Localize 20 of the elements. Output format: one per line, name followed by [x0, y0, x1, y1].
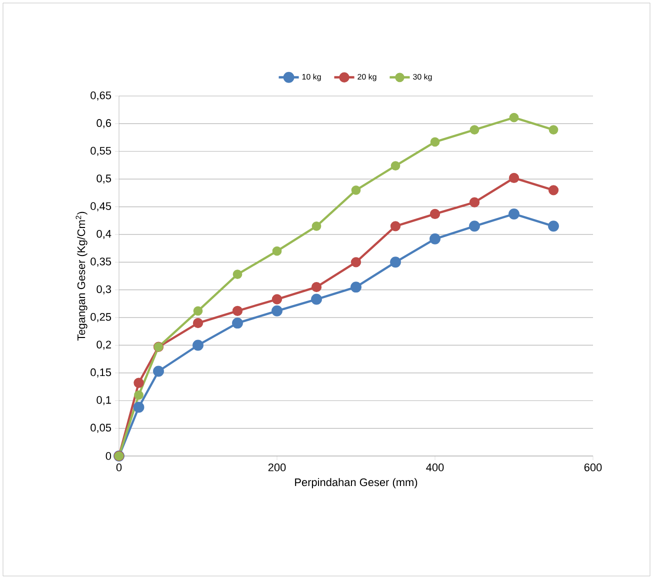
y-tick-label: 0,1	[96, 396, 111, 406]
y-tick-label: 0,55	[90, 146, 112, 156]
y-tick-label: 0,15	[90, 368, 112, 378]
x-tick-label: 600	[584, 464, 602, 472]
y-tick-label: 0,6	[96, 119, 112, 128]
y-tick-label: 0,05	[90, 424, 112, 433]
x-tick-label: 400	[426, 464, 444, 472]
y-tick-label: 0,3	[96, 285, 112, 294]
y-tick-label: 0	[106, 452, 112, 460]
y-axis-title: Tegangan Geser (Kg/Cm$^{2}$)	[76, 212, 88, 341]
x-tick-label: 0	[116, 464, 122, 472]
x-axis-title: Perpindahan Geser (mm)	[295, 478, 418, 488]
y-tick-label: 0,25	[90, 313, 112, 322]
y-tick-label: 0,2	[96, 340, 111, 350]
y-tick-label: 0,65	[90, 91, 112, 101]
y-tick-label: 0,45	[90, 202, 112, 212]
y-tick-label: 0,35	[90, 258, 112, 267]
x-tick-label: 200	[268, 464, 286, 472]
y-tick-label: 0,4	[96, 230, 112, 239]
y-tick-label: 0,5	[96, 174, 112, 184]
